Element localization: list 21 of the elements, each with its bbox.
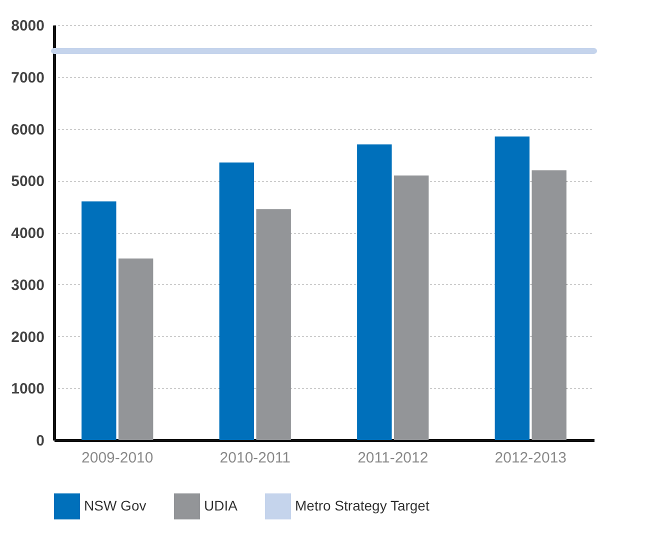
y-tick-label: 2000 <box>11 328 44 346</box>
bar <box>82 201 116 440</box>
y-tick-label: 6000 <box>11 121 44 138</box>
x-tick-label: 2012-2013 <box>494 450 566 466</box>
bar <box>219 162 254 440</box>
y-tick-label: 7000 <box>11 69 44 86</box>
legend-label: UDIA <box>204 497 238 514</box>
bar <box>357 144 392 440</box>
y-tick-label: 4000 <box>11 225 44 242</box>
legend-label: Metro Strategy Target <box>295 497 430 514</box>
legend-label: NSW Gov <box>84 497 146 514</box>
y-tick-label: 3000 <box>11 276 44 294</box>
y-tick-label: 5000 <box>11 173 44 190</box>
y-tick-label: 0 <box>36 432 44 450</box>
bar <box>494 136 530 440</box>
x-tick-label: 2009-2010 <box>82 450 154 466</box>
y-tick-label: 8000 <box>11 18 44 34</box>
y-tick-label: 1000 <box>11 380 44 398</box>
bar <box>394 175 429 440</box>
x-tick-label: 2011-2012 <box>358 450 428 466</box>
x-tick-label: 2010-2011 <box>220 450 290 466</box>
